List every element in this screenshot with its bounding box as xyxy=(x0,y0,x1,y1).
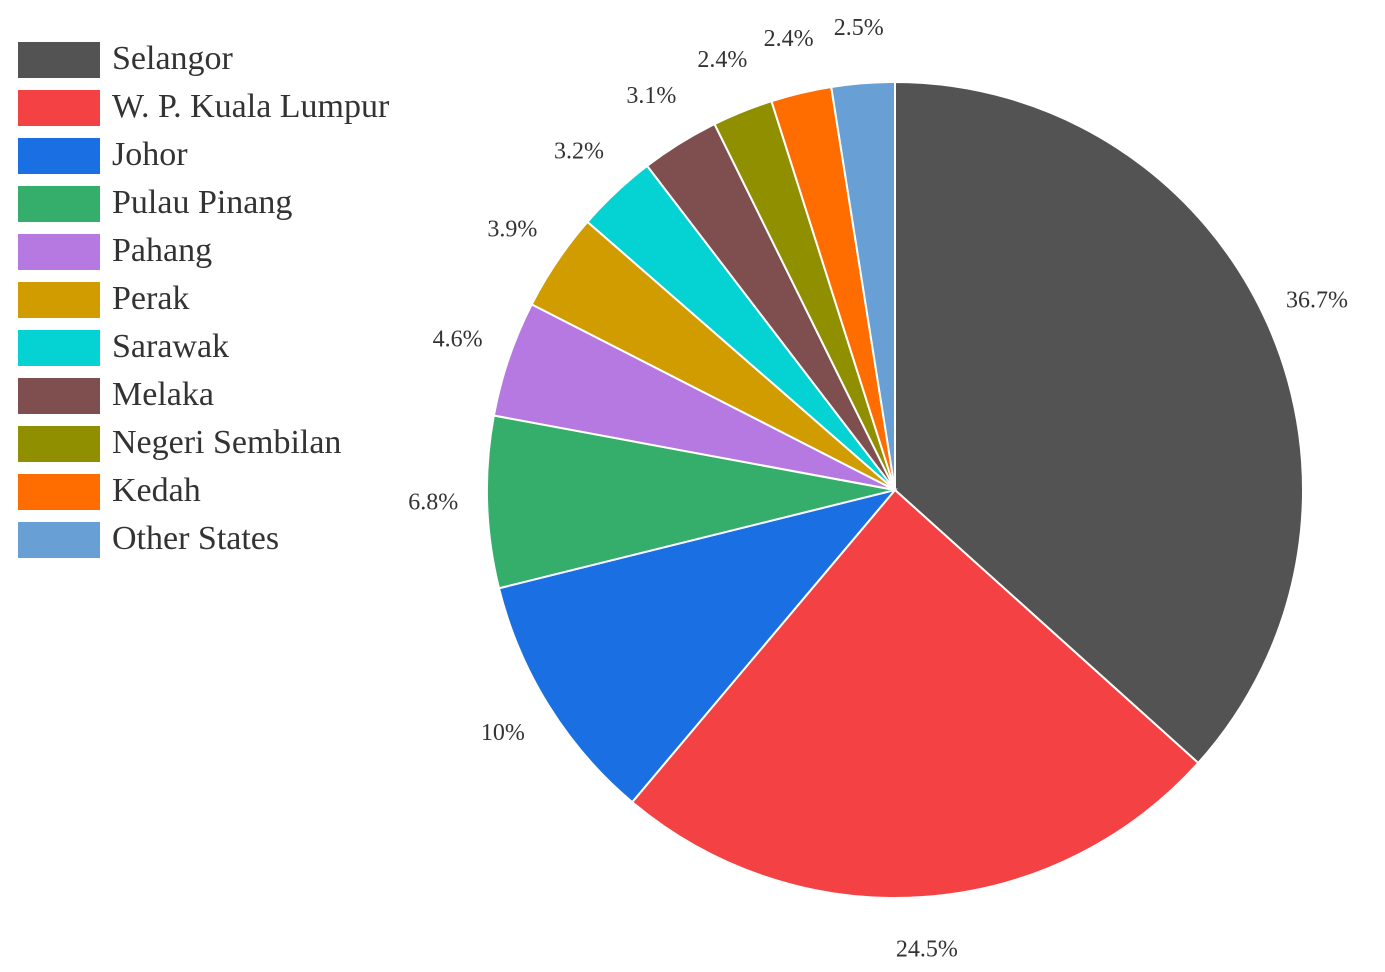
data-label-negeri-sembilan: 2.4% xyxy=(697,47,747,73)
data-label-selangor: 36.7% xyxy=(1286,288,1348,314)
pie-slice-selangor xyxy=(894,80,1304,765)
data-label-other-states: 2.5% xyxy=(834,15,884,41)
legend-swatch-w-p-kuala-lumpur xyxy=(18,90,100,126)
data-label-perak: 3.9% xyxy=(487,217,537,243)
legend: Selangor W. P. Kuala Lumpur Johor Pulau Pin… xyxy=(18,40,390,558)
legend-swatch-sarawak xyxy=(18,330,100,366)
data-label-pahang: 4.6% xyxy=(433,327,483,353)
legend-swatch-pahang xyxy=(18,234,100,270)
data-label-w-p-kuala-lumpur: 24.5% xyxy=(896,936,958,962)
legend-label-w-p-kuala-lumpur: W. P. Kuala Lumpur xyxy=(112,88,390,125)
pie-labels: 36.7% 24.5% 10% 6.8% 4.6% 3.9% 3.2% 3.1% 2.4% 2.4… xyxy=(408,15,1348,962)
legend-swatch-other-states xyxy=(18,522,100,558)
legend-label-kedah: Kedah xyxy=(112,472,201,509)
pie-slice-johor xyxy=(497,488,898,804)
legend-swatch-kedah xyxy=(18,474,100,510)
legend-label-pahang: Pahang xyxy=(112,232,212,269)
legend-swatch-negeri-sembilan xyxy=(18,426,100,462)
data-label-sarawak: 3.2% xyxy=(554,138,604,164)
data-label-johor: 10% xyxy=(481,720,525,746)
legend-swatch-johor xyxy=(18,138,100,174)
pie-slice-other-states xyxy=(830,80,896,491)
data-label-melaka: 3.1% xyxy=(626,83,676,109)
data-label-pulau-pinang: 6.8% xyxy=(408,489,458,515)
legend-label-other-states: Other States xyxy=(112,520,279,557)
legend-swatch-perak xyxy=(18,282,100,318)
pie-slice-pulau-pinang xyxy=(486,414,896,590)
legend-swatch-melaka xyxy=(18,378,100,414)
pie-slice-w-p-kuala-lumpur xyxy=(630,488,1200,899)
legend-swatch-pulau-pinang xyxy=(18,186,100,222)
legend-label-perak: Perak xyxy=(112,280,189,317)
legend-label-sarawak: Sarawak xyxy=(112,328,229,365)
legend-label-pulau-pinang: Pulau Pinang xyxy=(112,184,292,221)
legend-label-melaka: Melaka xyxy=(112,376,214,413)
pie-slices xyxy=(486,80,1304,899)
legend-label-negeri-sembilan: Negeri Sembilan xyxy=(112,424,341,461)
legend-label-johor: Johor xyxy=(112,136,188,173)
legend-label-selangor: Selangor xyxy=(112,40,234,77)
data-label-kedah: 2.4% xyxy=(764,26,814,52)
legend-swatch-selangor xyxy=(18,42,100,78)
